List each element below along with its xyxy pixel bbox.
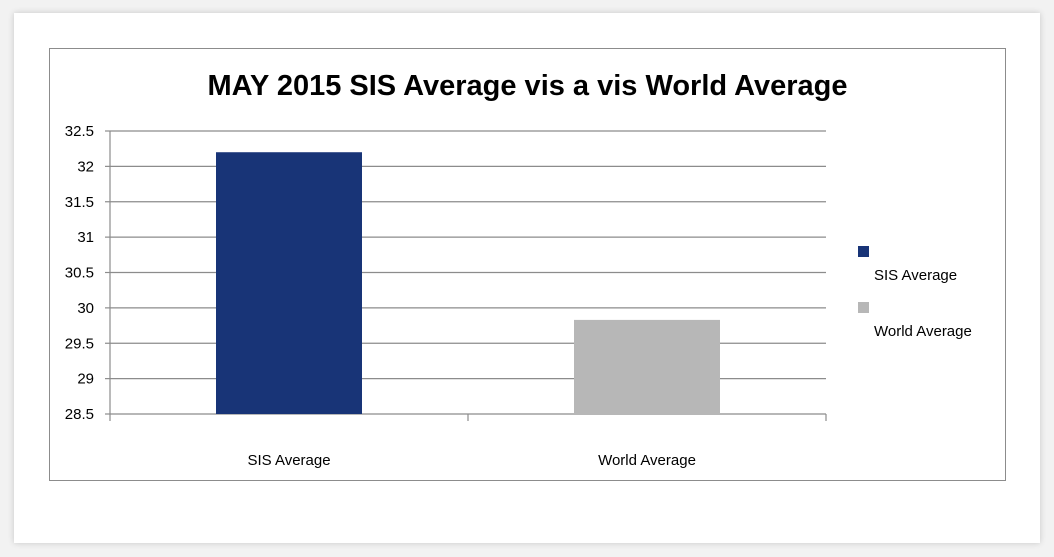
- y-tick-label: 30.5: [65, 265, 94, 282]
- chart-title: MAY 2015 SIS Average vis a vis World Ave…: [207, 70, 848, 102]
- y-tick-label: 31.5: [65, 194, 94, 211]
- y-tick-label: 29: [77, 371, 94, 388]
- legend: SIS Average World Average: [858, 246, 1008, 358]
- legend-item-world: World Average: [858, 302, 1008, 358]
- bar-sis-average: [216, 152, 362, 414]
- y-tick-label: 32.5: [65, 123, 94, 140]
- y-tick-label: 29.5: [65, 335, 94, 352]
- x-tick-label: World Average: [598, 452, 696, 469]
- legend-item-sis: SIS Average: [858, 246, 1008, 302]
- bar-world-average: [574, 319, 720, 414]
- y-tick-label: 32: [77, 158, 94, 175]
- legend-swatch-sis: [858, 246, 869, 257]
- legend-swatch-world: [858, 302, 869, 313]
- legend-label-sis: SIS Average: [874, 267, 958, 284]
- x-tick-label: SIS Average: [247, 452, 330, 469]
- y-tick-label: 30: [77, 300, 94, 317]
- y-tick-label: 28.5: [65, 406, 94, 423]
- legend-label-world: World Average: [874, 323, 972, 340]
- y-tick-label: 31: [77, 229, 94, 246]
- chart-area: [49, 48, 1006, 481]
